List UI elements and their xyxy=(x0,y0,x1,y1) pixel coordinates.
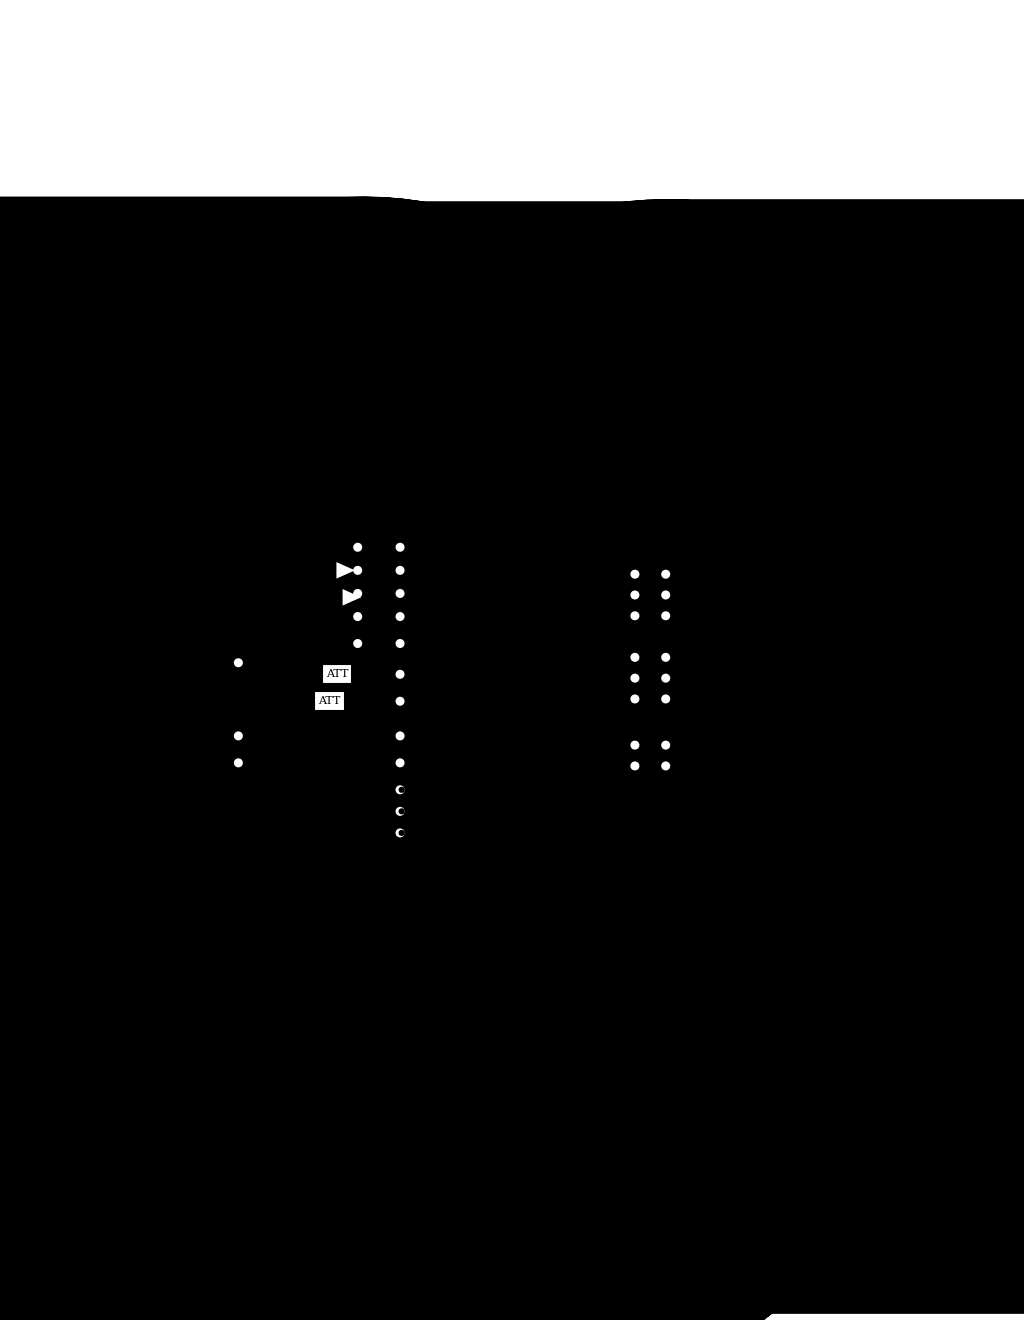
Circle shape xyxy=(398,808,404,814)
Text: CtrlClk: CtrlClk xyxy=(580,568,626,581)
Text: RF  IC: RF IC xyxy=(475,525,528,543)
Circle shape xyxy=(663,763,669,770)
Text: SysClkEn: SysClkEn xyxy=(565,739,626,751)
Circle shape xyxy=(354,566,361,574)
Polygon shape xyxy=(342,587,364,607)
Text: Tx2: Tx2 xyxy=(410,756,435,770)
Circle shape xyxy=(663,742,669,748)
Text: Rx2: Rx2 xyxy=(410,586,436,601)
Circle shape xyxy=(396,640,403,647)
Bar xyxy=(313,692,345,711)
Circle shape xyxy=(396,698,403,705)
Text: Rx1: Rx1 xyxy=(410,610,436,623)
Circle shape xyxy=(315,760,322,766)
Circle shape xyxy=(396,808,403,814)
Text: Strobe: Strobe xyxy=(584,759,626,772)
Text: ANT: ANT xyxy=(213,598,245,611)
Circle shape xyxy=(632,591,638,598)
Circle shape xyxy=(354,612,361,620)
Polygon shape xyxy=(336,561,357,581)
Text: SysClk: SysClk xyxy=(583,651,626,664)
Circle shape xyxy=(663,591,669,598)
Text: FIG.16: FIG.16 xyxy=(377,475,477,503)
Circle shape xyxy=(398,614,404,619)
Circle shape xyxy=(396,566,403,574)
Text: Tx1: Tx1 xyxy=(410,729,435,743)
Text: FEM_CONT: FEM_CONT xyxy=(410,636,494,651)
Text: Vramp: Vramp xyxy=(410,783,457,797)
Text: Dig RF: Dig RF xyxy=(753,671,802,685)
Text: IN1: IN1 xyxy=(410,668,435,681)
Circle shape xyxy=(354,544,361,550)
Text: ATT: ATT xyxy=(326,669,348,680)
Text: Rx4: Rx4 xyxy=(410,540,436,554)
Circle shape xyxy=(234,659,242,667)
Circle shape xyxy=(663,570,669,578)
Circle shape xyxy=(632,675,638,681)
Text: Band_sel: Band_sel xyxy=(410,825,473,841)
Circle shape xyxy=(663,675,669,681)
Text: IN2: IN2 xyxy=(410,694,435,709)
Circle shape xyxy=(398,787,404,793)
Circle shape xyxy=(632,612,638,619)
Circle shape xyxy=(234,759,242,767)
Circle shape xyxy=(663,653,669,661)
Text: u: u xyxy=(323,756,330,770)
Circle shape xyxy=(632,763,638,770)
Circle shape xyxy=(663,612,669,619)
Circle shape xyxy=(398,568,404,573)
Text: Baseband: Baseband xyxy=(664,527,748,541)
Text: Jun. 21, 2012  Sheet 9 of 9: Jun. 21, 2012 Sheet 9 of 9 xyxy=(412,215,618,228)
Text: RxTxData: RxTxData xyxy=(563,672,626,685)
Circle shape xyxy=(396,612,403,620)
Circle shape xyxy=(354,640,361,647)
Text: Rx3: Rx3 xyxy=(410,564,436,577)
Circle shape xyxy=(396,759,403,767)
Circle shape xyxy=(398,590,404,597)
Circle shape xyxy=(354,590,361,597)
Text: Patent Application Publication: Patent Application Publication xyxy=(193,215,432,228)
Text: ATT: ATT xyxy=(318,696,340,706)
Circle shape xyxy=(396,671,403,677)
Text: CtrlData: CtrlData xyxy=(571,589,626,602)
Circle shape xyxy=(396,590,403,597)
Circle shape xyxy=(396,544,403,550)
Circle shape xyxy=(632,696,638,702)
Circle shape xyxy=(398,640,404,647)
Text: RxTxEn: RxTxEn xyxy=(577,693,626,705)
Circle shape xyxy=(398,830,404,836)
Circle shape xyxy=(234,733,242,739)
Circle shape xyxy=(398,544,404,550)
Bar xyxy=(322,664,352,684)
Text: US 2012/0157016 A1: US 2012/0157016 A1 xyxy=(650,215,814,228)
Text: PAM: PAM xyxy=(275,781,322,799)
Circle shape xyxy=(632,653,638,661)
Circle shape xyxy=(396,733,403,739)
Text: PA_ON: PA_ON xyxy=(410,804,458,818)
Text: u: u xyxy=(329,730,336,742)
Circle shape xyxy=(663,696,669,702)
Circle shape xyxy=(632,570,638,578)
Circle shape xyxy=(396,829,403,837)
Circle shape xyxy=(322,733,328,739)
Circle shape xyxy=(632,742,638,748)
Circle shape xyxy=(396,787,403,793)
Text: FEM: FEM xyxy=(292,581,339,598)
Text: CtrlEn: CtrlEn xyxy=(584,610,626,622)
